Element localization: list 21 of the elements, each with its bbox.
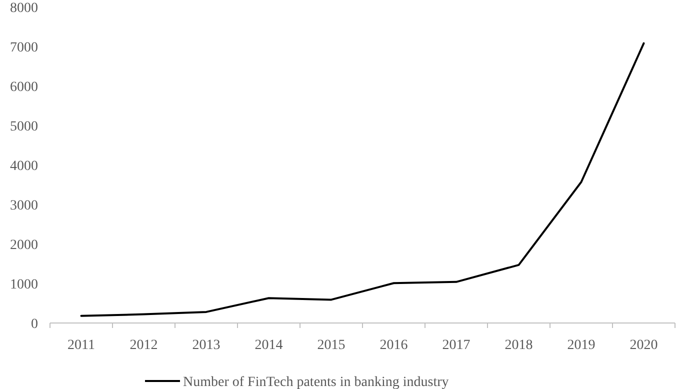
y-tick-label: 6000 (10, 80, 38, 95)
x-tick-label: 2014 (254, 338, 283, 353)
y-tick-label: 5000 (10, 119, 38, 134)
y-tick-label: 3000 (10, 198, 38, 214)
line-series (80, 42, 645, 317)
y-tick-label: 0 (31, 316, 38, 332)
x-tick-label: 2013 (192, 338, 220, 353)
x-tick-label: 2020 (630, 338, 658, 353)
y-tick-label: 4000 (10, 158, 38, 174)
x-tick-label: 2017 (442, 338, 470, 353)
x-tick-label: 2012 (130, 338, 158, 353)
y-tick-label: 1000 (10, 277, 38, 292)
legend-label: Number of FinTech patents in banking industry (183, 374, 449, 389)
y-tick-label: 7000 (10, 40, 38, 56)
x-tick-label: 2016 (380, 338, 408, 353)
x-tick-label: 2018 (504, 338, 533, 353)
y-tick-label: 2000 (10, 238, 38, 253)
x-tick-label: 2019 (567, 338, 596, 353)
x-tick-label: 2011 (68, 338, 95, 353)
x-tick-label: 2015 (317, 338, 346, 353)
y-tick-label: 8000 (10, 0, 38, 16)
